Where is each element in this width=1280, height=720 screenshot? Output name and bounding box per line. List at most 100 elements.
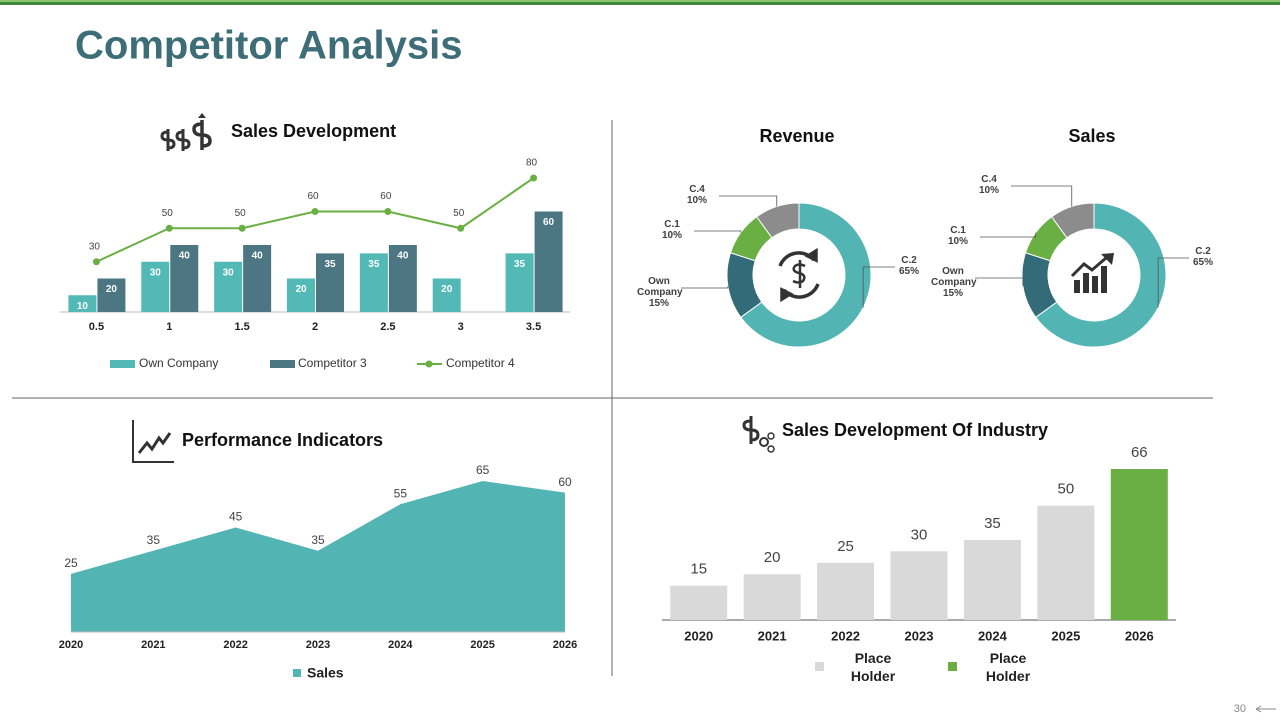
chart-title: Sales <box>1068 126 1115 146</box>
line-point <box>92 258 100 266</box>
slice-name: C.1 <box>664 219 680 230</box>
bar <box>287 278 315 312</box>
legend-label: Place Holder <box>850 650 896 684</box>
line-point <box>384 208 392 215</box>
leader-line <box>681 286 729 289</box>
legend-label: Own Company <box>139 356 218 370</box>
x-tick-label: 2021 <box>758 628 787 643</box>
bar-label: 35 <box>324 259 336 270</box>
x-tick-label: 1 <box>166 321 172 333</box>
legend-swatch <box>425 360 433 368</box>
bar-label: 20 <box>441 284 453 295</box>
slice-name: Own Company <box>637 276 683 298</box>
legend-swatch <box>815 662 824 671</box>
point-label: 35 <box>311 533 325 547</box>
donut-slice <box>740 202 872 348</box>
point-label: 50 <box>453 208 465 219</box>
slice-value: 10% <box>947 236 968 247</box>
bar <box>214 261 243 312</box>
leader-line <box>719 195 778 207</box>
x-tick-label: 2023 <box>905 628 934 643</box>
legend-label: Competitor 4 <box>446 356 515 370</box>
leader-line <box>1157 257 1189 308</box>
slice-name: Own Company <box>931 266 977 288</box>
bar <box>670 585 728 620</box>
slice-label: C.1 10% <box>928 225 988 247</box>
bar-label: 40 <box>397 251 409 262</box>
bar <box>388 245 417 312</box>
slice-label: C.2 65% <box>879 255 939 277</box>
bar <box>1037 505 1095 620</box>
x-tick-label: 2024 <box>388 639 413 651</box>
top-band <box>0 2 1280 5</box>
bar <box>68 295 97 312</box>
bar-label: 35 <box>514 259 526 270</box>
legend-swatch <box>110 360 135 368</box>
x-tick-label: 2026 <box>553 639 577 651</box>
bar <box>359 253 388 312</box>
chart-title: Sales Development <box>231 121 396 141</box>
bar-label: 25 <box>837 538 854 555</box>
line-point <box>530 174 538 182</box>
bar-label: 40 <box>252 251 264 262</box>
bar-label: 35 <box>984 515 1001 532</box>
point-label: 35 <box>147 533 161 547</box>
point-label: 65 <box>476 463 490 477</box>
slice-label: C.4 10% <box>959 174 1019 196</box>
x-tick-label: 0.5 <box>89 321 104 333</box>
leader-line <box>862 266 895 308</box>
bar-label: 60 <box>543 217 555 228</box>
slide-title: Competitor Analysis <box>75 24 462 68</box>
bar <box>316 253 344 312</box>
bar-label: 30 <box>911 526 928 543</box>
legend-swatch <box>948 662 957 671</box>
x-tick-label: 2.5 <box>380 321 395 333</box>
bar-label: 50 <box>1058 481 1075 498</box>
bar-label: 40 <box>179 251 191 262</box>
point-label: 60 <box>558 475 572 489</box>
bar <box>432 278 461 312</box>
point-label: 60 <box>307 191 319 202</box>
page-arrow <box>1255 705 1276 713</box>
slice-value: 10% <box>686 195 707 206</box>
x-tick-label: 2026 <box>1125 628 1154 643</box>
point-label: 45 <box>229 510 243 524</box>
leader-line <box>980 232 1037 238</box>
donut-slice <box>1050 202 1095 239</box>
slice-label: Own Company 15% <box>923 266 983 299</box>
slice-value: 15% <box>942 288 963 299</box>
x-tick-label: 2022 <box>831 628 860 643</box>
slice-name: C.2 <box>901 255 917 266</box>
slice-value: 65% <box>898 266 919 277</box>
legend-label: Sales <box>307 665 344 681</box>
slice-name: C.2 <box>1195 246 1211 257</box>
trend-icon <box>132 420 174 463</box>
x-tick-label: 2020 <box>684 628 713 643</box>
refresh-dollar-icon <box>778 247 820 303</box>
chart-title: Sales Development Of Industry <box>782 420 1048 440</box>
bar-label: 30 <box>150 267 162 278</box>
slice-label: C.1 10% <box>642 219 702 241</box>
x-tick-label: 2024 <box>978 628 1008 643</box>
slice-value: 10% <box>978 185 999 196</box>
donut-slice <box>755 202 800 239</box>
bar <box>170 245 199 312</box>
leader-line <box>975 277 1024 287</box>
bar <box>97 278 126 312</box>
bar <box>963 539 1021 620</box>
legend-label: Competitor 3 <box>298 356 367 370</box>
leader-line <box>1011 185 1073 207</box>
dollar-gear-icon <box>742 416 775 453</box>
x-tick-label: 2021 <box>141 639 165 651</box>
legend-swatch <box>270 360 295 368</box>
line-point <box>238 224 246 232</box>
slice-name: C.4 <box>689 184 705 195</box>
top-band <box>0 0 1280 2</box>
point-label: 60 <box>380 191 392 202</box>
point-label: 50 <box>162 208 174 219</box>
bar <box>141 261 170 312</box>
line-point <box>457 224 465 232</box>
bar-label: 20 <box>295 284 307 295</box>
